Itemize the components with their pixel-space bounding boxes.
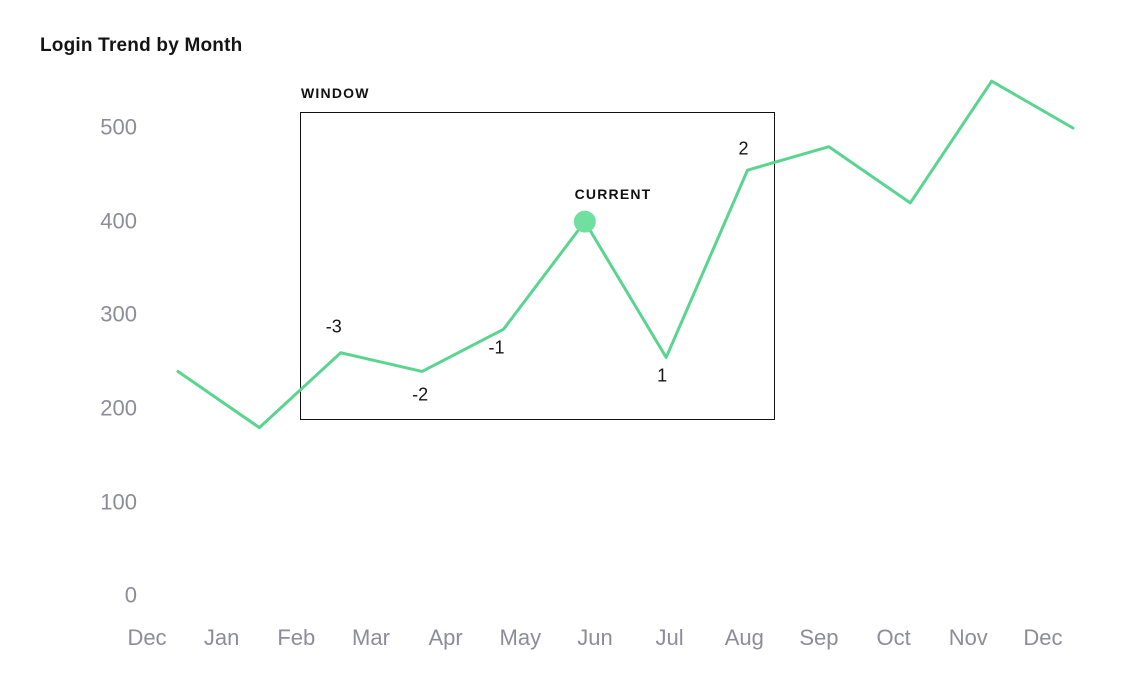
annotation-label: -3 (325, 316, 342, 337)
x-tick-label: Jul (655, 625, 684, 650)
chart-title: Login Trend by Month (40, 35, 243, 56)
y-tick-label: 400 (100, 208, 137, 234)
y-tick-label: 500 (100, 114, 137, 140)
x-tick-label: Nov (948, 625, 988, 650)
x-tick-label: Dec (1023, 625, 1063, 650)
y-tick-label: 100 (100, 489, 137, 515)
x-tick-label: Apr (428, 625, 463, 650)
x-tick-label: Feb (277, 625, 316, 650)
annotation-label: 2 (738, 138, 749, 159)
y-tick-label: 200 (100, 395, 137, 421)
x-tick-label: Jun (577, 625, 613, 650)
x-tick-label: Dec (127, 625, 167, 650)
annotation-label: -1 (488, 337, 505, 358)
current-label: CURRENT (574, 186, 652, 202)
trend-line (176, 79, 1075, 430)
y-tick-label: 300 (100, 301, 137, 327)
x-tick-label: Sep (799, 625, 839, 650)
y-tick-label: 0 (124, 582, 137, 608)
x-tick-label: Aug (724, 625, 764, 650)
x-tick-label: May (499, 625, 542, 650)
x-tick-label: Mar (352, 625, 390, 650)
annotation-label: 1 (657, 365, 668, 386)
x-tick-label: Oct (876, 625, 911, 650)
current-point-marker (573, 210, 596, 233)
annotation-label: -2 (412, 384, 429, 405)
x-tick-label: Jan (203, 625, 240, 650)
window-label: WINDOW (301, 85, 370, 101)
window-box (300, 112, 775, 420)
